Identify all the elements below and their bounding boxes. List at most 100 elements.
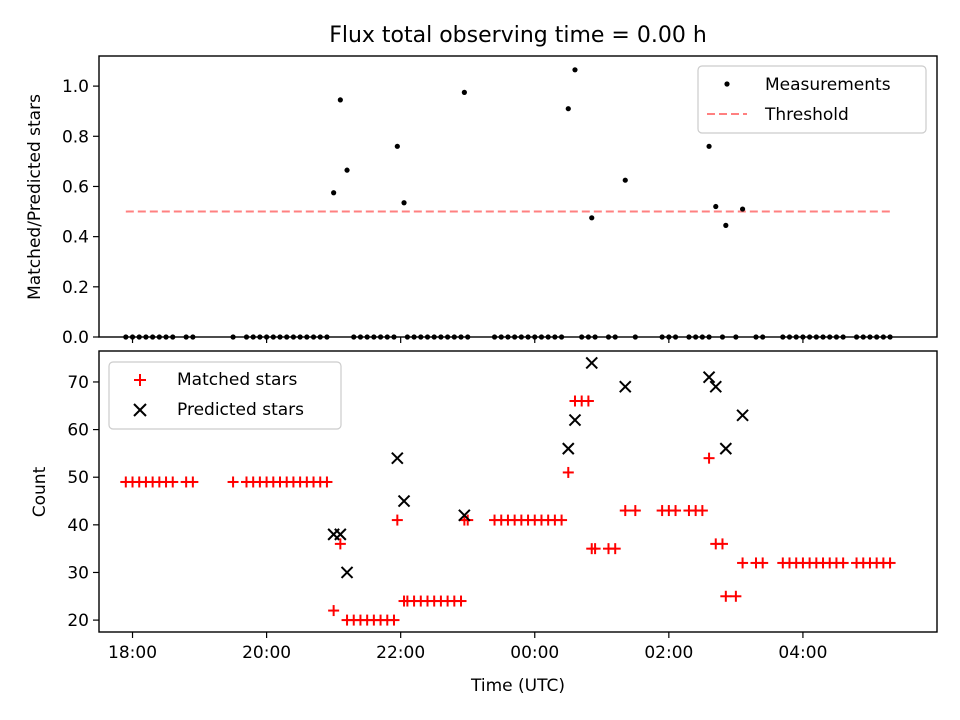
legend-matched-label: Matched stars: [177, 370, 297, 390]
measurement-point: [243, 334, 250, 340]
matched-star-point: [334, 538, 346, 550]
measurement-point: [545, 334, 551, 340]
measurement-point: [672, 334, 679, 340]
measurement-point: [364, 334, 370, 340]
ratio-panel: Flux total observing time = 0.00 h 0.0 0.…: [25, 23, 938, 348]
matched-star-point: [388, 614, 400, 626]
measurement-point: [190, 334, 196, 340]
bottom-y-tick-label: 70: [67, 373, 89, 393]
measurement-point: [304, 334, 310, 340]
measurement-point: [880, 334, 886, 340]
x-tick-label: 00:00: [510, 643, 559, 663]
measurement-point: [331, 190, 337, 196]
measurement-point: [512, 334, 518, 340]
measurement-point: [351, 334, 357, 340]
measurement-point: [438, 334, 444, 340]
matched-star-point: [670, 505, 682, 517]
top-axes-frame: [98, 55, 938, 338]
measurement-point: [183, 334, 189, 340]
legend-threshold-label: Threshold: [764, 105, 849, 125]
measurement-point: [518, 334, 524, 340]
matched-star-point: [187, 476, 199, 488]
measurement-point: [491, 334, 498, 340]
measurement-point: [840, 334, 846, 340]
measurement-point: [384, 334, 390, 340]
measurement-point: [277, 334, 283, 340]
measurement-point: [538, 334, 545, 340]
measurement-point: [525, 334, 531, 340]
measurement-point: [532, 334, 538, 340]
matched-star-point: [696, 505, 708, 517]
measurement-point: [589, 215, 595, 221]
x-axis-label: Time (UTC): [470, 676, 565, 696]
x-tick-label: 02:00: [644, 643, 693, 663]
measurement-point: [552, 334, 558, 340]
measurement-point: [612, 334, 618, 340]
measurement-point: [867, 334, 873, 340]
bottom-axes-frame: [98, 350, 938, 633]
matched-star-point: [737, 557, 749, 569]
top-y-axis-label: Matched/Predicted stars: [25, 94, 45, 300]
matched-star-point: [455, 595, 467, 607]
measurement-point: [585, 334, 591, 340]
matched-star-point: [321, 476, 333, 488]
measurement-point: [445, 334, 451, 340]
measurement-point: [394, 143, 400, 149]
measurement-point: [874, 334, 880, 340]
measurement-point: [230, 334, 236, 340]
measurement-point: [317, 334, 323, 340]
bottom-y-tick-label: 40: [67, 516, 89, 536]
measurement-point: [813, 334, 819, 340]
measurement-point: [465, 334, 471, 340]
measurement-point: [827, 334, 833, 340]
measurement-point: [404, 334, 410, 340]
matched-star-point: [837, 557, 849, 569]
measurement-point: [264, 334, 270, 340]
measurement-point: [622, 177, 628, 183]
measurement-point: [699, 334, 705, 340]
bottom-y-tick-label: 50: [67, 468, 89, 488]
predicted-star-point: [340, 566, 354, 579]
measurement-point: [337, 97, 343, 103]
measurement-point: [713, 203, 719, 210]
measurement-point: [786, 334, 793, 340]
matched-star-point: [589, 543, 601, 555]
measurement-point: [401, 200, 407, 206]
matched-star-point: [884, 557, 896, 569]
measurement-point: [558, 334, 565, 340]
measurement-point: [820, 334, 826, 340]
matched-star-point: [629, 505, 641, 517]
measurement-point: [739, 206, 746, 212]
measurement-point: [793, 334, 799, 340]
measurement-point: [686, 334, 692, 340]
measurement-point: [579, 334, 585, 340]
measurement-point: [753, 334, 759, 340]
measurement-point: [391, 334, 397, 340]
measurement-point: [592, 334, 598, 340]
measurement-point: [163, 334, 169, 340]
measurement-point: [706, 334, 712, 340]
measurement-point: [451, 334, 457, 340]
measurement-point: [324, 334, 330, 340]
measurement-point: [860, 334, 866, 340]
measurement-point: [693, 334, 699, 340]
predicted-star-point: [585, 356, 598, 370]
predicted-star-point: [719, 442, 733, 455]
predicted-star-point: [397, 494, 411, 508]
matched-star-point: [703, 452, 715, 464]
predicted-star-point: [334, 528, 347, 541]
measurement-point: [458, 334, 464, 340]
bottom-y-tick-label: 20: [67, 611, 89, 631]
measurement-point: [123, 334, 129, 340]
measurement-point: [411, 334, 417, 340]
measurement-point: [136, 334, 142, 340]
measurement-point: [505, 334, 511, 340]
top-y-tick-label: 0.0: [62, 328, 89, 348]
top-y-tick-label: 0.4: [62, 228, 89, 248]
measurement-point: [760, 334, 766, 340]
measurement-point: [371, 334, 377, 340]
matched-star-point: [619, 505, 631, 517]
measurement-point: [565, 106, 571, 112]
predicted-star-point: [736, 409, 749, 422]
measurement-point: [800, 334, 806, 340]
